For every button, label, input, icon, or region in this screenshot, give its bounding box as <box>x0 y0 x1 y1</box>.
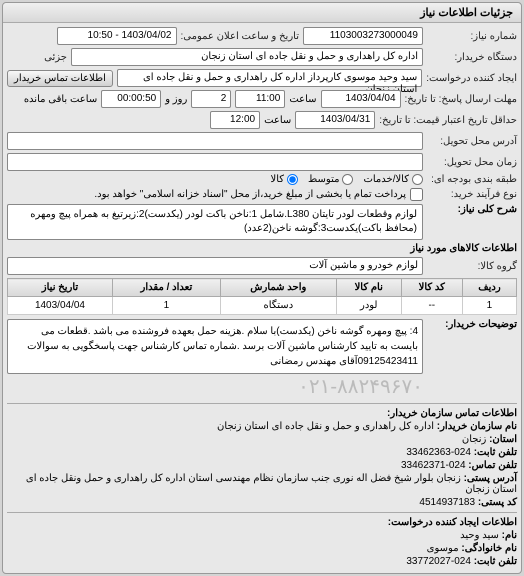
radio-small[interactable]: کالا/خدمات <box>363 174 423 185</box>
delivery-zip-label: زمان محل تحویل: <box>427 157 517 168</box>
payment-label: نوع فرآیند خرید: <box>427 189 517 200</box>
validity-label: حداقل تاریخ اعتبار قیمت: تا تاریخ: <box>379 115 517 126</box>
buyer-label: دستگاه خریدار: <box>427 52 517 63</box>
number-label: شماره نیاز: <box>427 31 517 42</box>
row-deadline: مهلت ارسال پاسخ: تا تاریخ: 1403/04/04 سا… <box>7 90 517 108</box>
contact-buyer-title: اطلاعات تماس سازمان خریدار: <box>7 408 517 419</box>
th-2: نام کالا <box>336 279 401 297</box>
th-3: واحد شمارش <box>220 279 336 297</box>
notes-box: 4: پیچ ومهره گوشه ناخن (یکدست)با سلام .ه… <box>7 319 423 374</box>
delivery-addr-label: آدرس محل تحویل: <box>427 136 517 147</box>
row-number: شماره نیاز: 1103003273000049 تاریخ و ساع… <box>7 27 517 45</box>
contact-buyer-button[interactable]: اطلاعات تماس خریدار <box>7 70 113 87</box>
contact-buyer-section: اطلاعات تماس سازمان خریدار: نام سازمان خ… <box>7 408 517 508</box>
requester-field: سید وحید موسوی کارپرداز اداره کل راهداری… <box>117 69 422 87</box>
requester-label: ایجاد کننده درخواست: <box>426 73 517 84</box>
panel-body: شماره نیاز: 1103003273000049 تاریخ و ساع… <box>3 23 521 573</box>
contact-province: استان: زنجان <box>7 434 517 445</box>
row-requester: ایجاد کننده درخواست: سید وحید موسوی کارپ… <box>7 69 517 87</box>
creator-name: نام: سید وحید <box>7 530 517 541</box>
row-validity: حداقل تاریخ اعتبار قیمت: تا تاریخ: 1403/… <box>7 111 517 129</box>
row-notes: توضیحات خریدار: 4: پیچ ومهره گوشه ناخن (… <box>7 319 517 399</box>
td-1: -- <box>401 297 462 315</box>
th-1: کد کالا <box>401 279 462 297</box>
days-field: 2 <box>191 90 231 108</box>
goods-group-label: گروه کالا: <box>427 261 517 272</box>
radio-medium-input[interactable] <box>342 174 353 185</box>
time-label-1: ساعت <box>289 94 316 105</box>
row-goods-group: گروه کالا: لوازم خودرو و ماشین آلات <box>7 257 517 275</box>
payment-text: پرداخت تمام یا بخشی از مبلغ خرید،از محل … <box>94 189 406 200</box>
goods-section-label: اطلاعات کالاهای مورد نیاز <box>410 243 517 254</box>
contact-org: نام سازمان خریدار: اداره کل راهداری و حم… <box>7 421 517 432</box>
divider-2 <box>7 512 517 513</box>
remain-field: 00:00:50 <box>101 90 161 108</box>
divider-1 <box>7 403 517 404</box>
days-label: روز و <box>165 94 187 105</box>
th-4: تعداد / مقدار <box>112 279 220 297</box>
creator-family: نام خانوادگی: موسوی <box>7 543 517 554</box>
row-payment: نوع فرآیند خرید: پرداخت تمام یا بخشی از … <box>7 188 517 201</box>
radio-small-input[interactable] <box>412 174 423 185</box>
radio-medium[interactable]: متوسط <box>308 174 353 185</box>
radio-large-input[interactable] <box>287 174 298 185</box>
deadline-date-field: 1403/04/04 <box>321 90 401 108</box>
row-delivery-addr: آدرس محل تحویل: <box>7 132 517 150</box>
datetime-field: 1403/04/02 - 10:50 <box>57 27 177 45</box>
radio-large[interactable]: کالا <box>271 174 299 185</box>
td-4: 1 <box>112 297 220 315</box>
notes-wrap: 4: پیچ ومهره گوشه ناخن (یکدست)با سلام .ه… <box>7 319 423 399</box>
buyer-field: اداره کل راهداری و حمل و نقل جاده ای است… <box>71 48 423 66</box>
goods-section-header: اطلاعات کالاهای مورد نیاز <box>7 243 517 254</box>
th-0: ردیف <box>462 279 516 297</box>
contact-phone: تلفن ثابت: 024-33462363 <box>7 447 517 458</box>
budget-radio-group: کالا/خدمات متوسط کالا <box>271 174 423 185</box>
main-panel: جزئیات اطلاعات نیاز شماره نیاز: 11030032… <box>2 2 522 574</box>
remain-label: ساعت باقی مانده <box>24 94 97 105</box>
delivery-addr-field <box>7 132 423 150</box>
table-row: 1 -- لودر دستگاه 1 1403/04/04 <box>8 297 517 315</box>
panel-title: جزئیات اطلاعات نیاز <box>3 3 521 23</box>
row-desc: شرح کلی نیاز: لوازم وقطعات لودر تایتان L… <box>7 204 517 240</box>
deadline-label: مهلت ارسال پاسخ: تا تاریخ: <box>405 94 517 105</box>
validity-time-field: 12:00 <box>210 111 260 129</box>
datetime-label: تاریخ و ساعت اعلان عمومی: <box>181 31 300 42</box>
delivery-zip-field <box>7 153 423 171</box>
contact-addr: آدرس پستی: زنجان بلوار شیخ فضل اله نوری … <box>7 473 517 495</box>
watermark: ۰۲۱-۸۸۲۴۹۶۷۰ <box>7 374 423 399</box>
td-5: 1403/04/04 <box>8 297 113 315</box>
desc-label: شرح کلی نیاز: <box>427 204 517 215</box>
row-buyer: دستگاه خریدار: اداره کل راهداری و حمل و … <box>7 48 517 66</box>
table-header-row: ردیف کد کالا نام کالا واحد شمارش تعداد /… <box>8 279 517 297</box>
goods-group-field: لوازم خودرو و ماشین آلات <box>7 257 423 275</box>
contact-creator-section: اطلاعات ایجاد کننده درخواست: نام: سید وح… <box>7 517 517 567</box>
validity-date-field: 1403/04/31 <box>295 111 375 129</box>
th-5: تاریخ نیاز <box>8 279 113 297</box>
contact-zip: کد پستی: 4514937183 <box>7 497 517 508</box>
goods-table: ردیف کد کالا نام کالا واحد شمارش تعداد /… <box>7 278 517 315</box>
td-3: دستگاه <box>220 297 336 315</box>
contact-creator-title: اطلاعات ایجاد کننده درخواست: <box>7 517 517 528</box>
row-delivery-zip: زمان محل تحویل: <box>7 153 517 171</box>
partial-label: جزئی <box>7 52 67 63</box>
td-0: 1 <box>462 297 516 315</box>
creator-phone: تلفن ثابت: 024-33772027 <box>7 556 517 567</box>
payment-checkbox[interactable] <box>410 188 423 201</box>
deadline-time-field: 11:00 <box>235 90 285 108</box>
row-budget: طبقه بندی بودجه ای: کالا/خدمات متوسط کال… <box>7 174 517 185</box>
desc-textbox: لوازم وقطعات لودر تایتان L380.شامل 1:ناخ… <box>7 204 423 240</box>
contact-fax: تلفن تماس: 024-33462371 <box>7 460 517 471</box>
number-field: 1103003273000049 <box>303 27 423 45</box>
notes-label: توضیحات خریدار: <box>427 319 517 330</box>
budget-label: طبقه بندی بودجه ای: <box>427 174 517 185</box>
time-label-2: ساعت <box>264 115 291 126</box>
td-2: لودر <box>336 297 401 315</box>
